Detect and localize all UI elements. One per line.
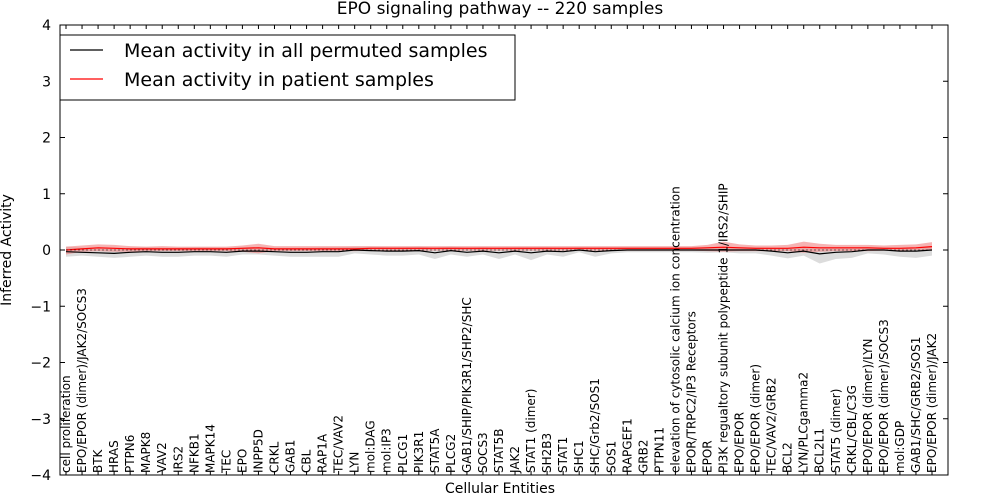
y-tick-label: 1 xyxy=(42,187,51,203)
y-tick-label: −4 xyxy=(30,468,51,484)
x-category-label: mol:IP3 xyxy=(380,428,394,473)
y-tick-label: −1 xyxy=(30,299,51,315)
y-tick-label: −2 xyxy=(30,356,51,372)
x-category-label: EPO/EPOR (dimer)/JAK2/SOCS3 xyxy=(75,288,89,473)
x-category-label: EPO/EPOR (dimer)/JAK2 xyxy=(925,333,939,473)
series-lines xyxy=(65,246,933,255)
x-category-label: EPO/EPOR (dimer)/LYN xyxy=(861,339,875,473)
x-category-label: elevation of cytosolic calcium ion conce… xyxy=(668,186,682,473)
y-tick-label: 3 xyxy=(42,74,51,90)
x-axis: cell proliferation EPO/EPOR (dimer)/JAK2/… xyxy=(59,25,939,475)
x-category-label: IRS2 xyxy=(171,446,185,473)
x-category-label: SOS1 xyxy=(604,441,618,473)
x-category-label: TEC xyxy=(219,450,233,474)
x-axis-label: Cellular Entities xyxy=(445,481,555,497)
x-category-label: STAT5 (dimer) xyxy=(829,389,843,473)
x-category-label: LYN/PLCgamma2 xyxy=(797,372,811,473)
x-category-label: PTPN6 xyxy=(123,435,137,473)
patient-mean-line xyxy=(65,246,933,251)
x-category-label: RAPGEF1 xyxy=(620,418,634,473)
x-category-label: NFKB1 xyxy=(187,433,201,473)
x-category-label: GAB1 xyxy=(284,440,298,473)
x-category-label: SH2B3 xyxy=(540,433,554,473)
x-category-label: mol:DAG xyxy=(364,420,378,473)
x-category-label: cell proliferation xyxy=(59,375,73,473)
y-tick-label: 2 xyxy=(42,131,51,147)
x-category-label: CBL xyxy=(300,449,314,473)
x-category-label: EPO/EPOR (dimer)/SOCS3 xyxy=(877,319,891,473)
x-category-label: TEC/VAV2 xyxy=(332,415,346,474)
x-category-label: HRAS xyxy=(107,440,121,473)
x-category-label: TEC/VAV2/GRB2 xyxy=(765,377,779,474)
x-category-label: INPP5D xyxy=(251,429,265,473)
x-category-label: GAB1/SHIP/PIK3R1/SHP2/SHC xyxy=(460,297,474,473)
x-category-label: GAB1/SHC/GRB2/SOS1 xyxy=(909,337,923,473)
legend-label-permuted: Mean activity in all permuted samples xyxy=(124,40,487,62)
x-category-label: EPO/EPOR (dimer) xyxy=(749,364,763,473)
x-category-label: EPO/EPOR xyxy=(733,412,747,473)
y-tick-label: 0 xyxy=(42,243,51,259)
x-category-label: SOCS3 xyxy=(476,432,490,473)
x-category-label: STAT5A xyxy=(428,428,442,473)
x-category-label: PLCG1 xyxy=(396,434,410,473)
x-category-label: PIK3R1 xyxy=(412,431,426,473)
y-tick-label: −3 xyxy=(30,412,51,428)
x-category-label: PTPN11 xyxy=(652,427,666,473)
x-category-label: MAPK14 xyxy=(203,424,217,473)
x-category-label: SHC1 xyxy=(572,440,586,473)
x-category-label: GRB2 xyxy=(636,439,650,473)
x-category-label: CRKL/CBL/C3G xyxy=(845,385,859,473)
x-category-label: PI3K regualtory subunit polypeptide 1/IR… xyxy=(717,183,731,473)
y-axis: −4 −3 −2 −1 0 1 2 3 4 xyxy=(30,18,948,484)
x-category-label: JAK2 xyxy=(508,446,522,474)
chart-title: EPO signaling pathway -- 220 samples xyxy=(337,0,664,19)
x-category-label: SHC/Grb2/SOS1 xyxy=(588,378,602,473)
x-category-label: EPO xyxy=(235,449,249,473)
x-category-label: VAV2 xyxy=(155,442,169,473)
y-tick-label: 4 xyxy=(42,18,51,34)
x-category-label: BCL2 xyxy=(781,442,795,473)
x-category-label: LYN xyxy=(348,452,362,473)
x-category-label: MAPK8 xyxy=(139,432,153,473)
x-category-label: mol:GDP xyxy=(893,421,907,473)
x-category-label: STAT5B xyxy=(492,429,506,474)
x-category-label: STAT1 (dimer) xyxy=(524,389,538,473)
x-category-label: BTK xyxy=(91,448,105,473)
y-axis-label: Inferred Activity xyxy=(0,194,15,306)
legend-box xyxy=(59,34,516,101)
x-category-label: PLCG2 xyxy=(444,434,458,473)
x-category-label: RAP1A xyxy=(316,433,330,473)
legend-label-patient: Mean activity in patient samples xyxy=(124,69,434,91)
x-category-label: EPOR xyxy=(701,440,715,473)
legend: Mean activity in all permuted samples Me… xyxy=(59,34,516,101)
x-category-label: BCL2L1 xyxy=(813,428,827,473)
x-category-label: STAT1 xyxy=(556,437,570,473)
permuted-mean-line xyxy=(65,249,933,255)
x-category-label: CRKL xyxy=(268,441,282,473)
x-category-label: EPOR/TRPC2/IP3 Receptors xyxy=(684,311,698,473)
